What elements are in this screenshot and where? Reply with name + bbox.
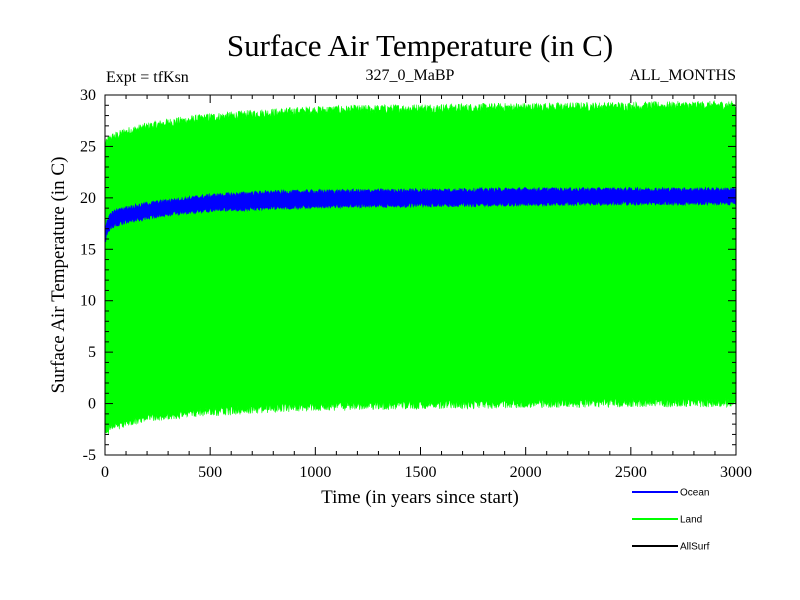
x-tick-label: 2000 bbox=[510, 464, 542, 481]
y-tick-label: 5 bbox=[88, 344, 96, 361]
x-tick-label: 0 bbox=[101, 464, 109, 481]
legend-label-land: Land bbox=[680, 515, 702, 526]
x-axis: 0 500 1000 1500 2000 2500 3000 bbox=[101, 95, 752, 481]
months-label: ALL_MONTHS bbox=[629, 67, 736, 84]
y-tick-label: -5 bbox=[83, 447, 96, 464]
series-band-land bbox=[104, 100, 737, 435]
experiment-label: Expt = tfKsn bbox=[106, 69, 189, 86]
x-tick-label: 2500 bbox=[615, 464, 647, 481]
period-label: 327_0_MaBP bbox=[366, 67, 455, 84]
legend-label-allsurf: AllSurf bbox=[680, 542, 710, 553]
y-tick-label: 20 bbox=[80, 190, 96, 207]
chart-title: Surface Air Temperature (in C) bbox=[227, 28, 613, 63]
x-axis-label: Time (in years since start) bbox=[321, 487, 519, 508]
y-tick-label: 30 bbox=[80, 87, 96, 104]
y-tick-label: 15 bbox=[80, 241, 96, 258]
y-axis: -5 0 5 10 15 20 25 30 bbox=[80, 87, 736, 464]
x-tick-label: 500 bbox=[198, 464, 222, 481]
x-tick-label: 1500 bbox=[405, 464, 437, 481]
x-tick-label: 3000 bbox=[720, 464, 752, 481]
y-tick-label: 25 bbox=[80, 138, 96, 155]
plot-area bbox=[104, 100, 737, 435]
legend: Ocean Land AllSurf bbox=[632, 488, 710, 553]
y-tick-label: 10 bbox=[80, 293, 96, 310]
y-axis-label: Surface Air Temperature (in C) bbox=[48, 157, 69, 394]
legend-label-ocean: Ocean bbox=[680, 488, 709, 499]
y-tick-label: 0 bbox=[88, 396, 96, 413]
x-tick-label: 1000 bbox=[299, 464, 331, 481]
